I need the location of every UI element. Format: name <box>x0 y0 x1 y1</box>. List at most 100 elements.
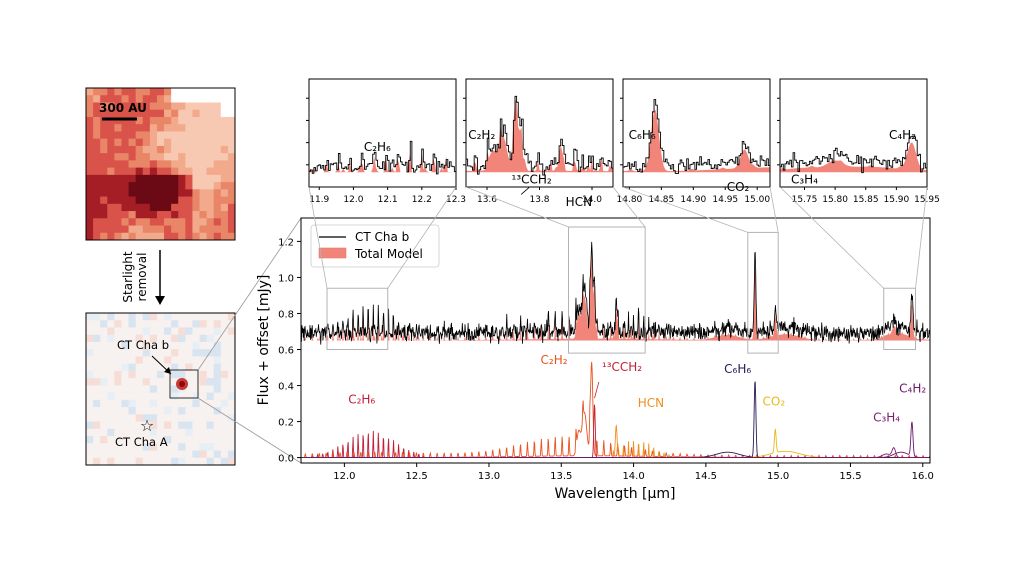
raw-image-pixel <box>93 153 101 161</box>
residual-image-pixel <box>206 385 215 394</box>
residual-image-pixel <box>128 363 137 372</box>
residual-image-pixel <box>100 356 108 365</box>
residual-image-pixel <box>156 363 165 372</box>
raw-image-pixel <box>171 174 179 183</box>
raw-image-pixel <box>199 174 208 183</box>
species-label-c2h2: C₂H₂ <box>541 353 568 367</box>
residual-image-pixel <box>156 349 165 357</box>
raw-image-pixel <box>171 189 179 197</box>
residual-image-pixel <box>142 349 151 357</box>
raw-image-pixel <box>164 189 172 197</box>
raw-image-pixel <box>100 160 108 169</box>
residual-image-pixel <box>178 356 186 365</box>
raw-image-pixel <box>128 182 137 190</box>
raw-image-pixel <box>86 160 94 169</box>
raw-image-pixel <box>114 232 122 241</box>
residual-image-pixel <box>199 349 208 357</box>
residual-image-pixel <box>142 450 151 459</box>
raw-image-pixel <box>192 95 200 103</box>
raw-image-pixel <box>206 160 215 169</box>
residual-image-pixel <box>171 334 179 343</box>
raw-image-pixel <box>135 196 144 205</box>
residual-image-pixel <box>86 428 94 437</box>
raw-image-pixel <box>135 174 144 183</box>
raw-image-pixel <box>121 196 129 205</box>
residual-image-pixel <box>128 421 137 430</box>
y-tick-label: 0.4 <box>278 382 294 393</box>
residual-image-pixel <box>86 341 94 350</box>
raw-image-pixel <box>142 203 151 212</box>
zoom-connector <box>465 186 569 228</box>
raw-image-pixel <box>100 218 108 226</box>
raw-image-pixel <box>86 116 94 125</box>
residual-image-pixel <box>178 407 186 415</box>
residual-image-pixel <box>100 341 108 350</box>
raw-image-pixel <box>178 116 186 125</box>
legend-swatch-model <box>318 247 347 259</box>
residual-image-pixel <box>86 385 94 394</box>
raw-image-pixel <box>227 196 236 205</box>
raw-image-pixel <box>149 218 158 226</box>
raw-image-pixel <box>114 131 122 140</box>
residual-image-pixel <box>100 436 108 444</box>
residual-image-pixel <box>171 443 179 451</box>
raw-image-pixel <box>156 225 165 234</box>
raw-image-pixel <box>206 167 215 176</box>
raw-image-pixel <box>93 131 101 140</box>
raw-image-pixel <box>114 109 122 118</box>
residual-image-pixel <box>199 407 208 415</box>
raw-image-pixel <box>107 116 115 125</box>
residual-image-pixel <box>114 392 122 401</box>
residual-image-pixel <box>100 334 108 343</box>
raw-image-pixel <box>149 95 158 103</box>
raw-image-pixel <box>86 182 94 190</box>
raw-image-pixel <box>128 131 137 140</box>
residual-image-pixel <box>220 356 229 365</box>
residual-image-pixel <box>227 363 236 372</box>
residual-image-pixel <box>164 407 172 415</box>
residual-image-pixel <box>121 320 129 328</box>
residual-image-pixel <box>86 421 94 430</box>
raw-image-pixel <box>185 95 193 103</box>
inset-c2h2-hcn: 13.6 13.8 14.0 C₂H₂ ¹³CCH₂ HCN <box>463 78 614 209</box>
raw-image-pixel <box>93 225 101 234</box>
residual-image-pixel <box>171 327 179 336</box>
residual-image-pixel <box>213 385 222 394</box>
raw-image-pixel <box>185 145 193 154</box>
scale-bar-label: 300 AU <box>99 101 147 115</box>
residual-image-panel: CT Cha b ☆ CT Cha A <box>85 312 236 466</box>
raw-image-pixel <box>107 153 115 161</box>
y-tick-label: 0.2 <box>278 418 294 429</box>
raw-image-pixel <box>142 95 151 103</box>
raw-image-pixel <box>171 95 179 103</box>
residual-image-pixel <box>185 327 193 336</box>
raw-image-pixel <box>171 203 179 212</box>
raw-image-pixel <box>100 95 108 103</box>
raw-image-pixel <box>227 138 236 147</box>
residual-image-pixel <box>156 392 165 401</box>
residual-image-pixel <box>114 399 122 408</box>
inset-species-label: CO₂ <box>727 180 750 194</box>
residual-image-pixel <box>185 414 193 422</box>
residual-image-pixel <box>164 457 172 466</box>
raw-image-pixel <box>142 88 151 96</box>
raw-image-pixel <box>128 232 137 241</box>
raw-image-pixel <box>156 167 165 176</box>
raw-image-pixel <box>121 225 129 234</box>
raw-image-pixel <box>86 189 94 197</box>
residual-image-pixel <box>100 392 108 401</box>
residual-image-pixel <box>199 414 208 422</box>
raw-image-pixel <box>171 153 179 161</box>
raw-image-pixel <box>107 182 115 190</box>
raw-image-pixel <box>185 153 193 161</box>
raw-image-pixel <box>178 182 186 190</box>
raw-image-pixel <box>135 182 144 190</box>
residual-image-pixel <box>156 327 165 336</box>
residual-image-pixel <box>192 385 200 394</box>
residual-image-pixel <box>100 414 108 422</box>
residual-image-pixel <box>206 341 215 350</box>
residual-image-pixel <box>164 428 172 437</box>
residual-image-pixel <box>107 421 115 430</box>
residual-image-pixel <box>213 450 222 459</box>
raw-image-pixel <box>206 232 215 241</box>
